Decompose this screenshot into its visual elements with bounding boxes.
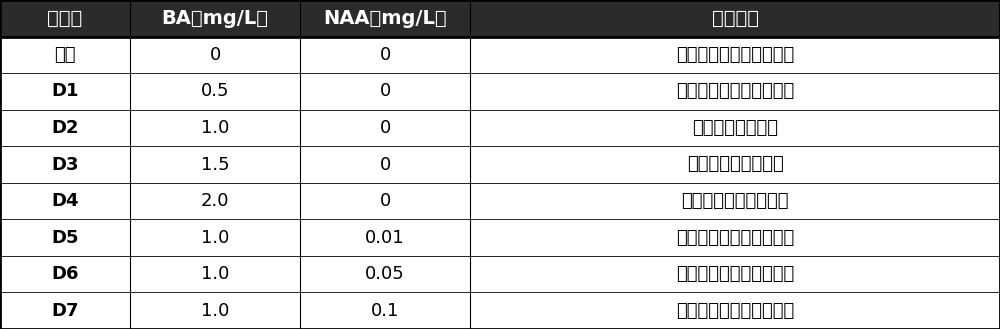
Text: 0: 0 bbox=[379, 192, 391, 210]
Text: 植株生长正常，增植较快: 植株生长正常，增植较快 bbox=[676, 265, 794, 283]
Text: 0: 0 bbox=[379, 82, 391, 100]
Text: 空白: 空白 bbox=[54, 46, 76, 64]
Text: 0.5: 0.5 bbox=[201, 82, 229, 100]
Text: BA（mg/L）: BA（mg/L） bbox=[162, 9, 268, 28]
Text: D5: D5 bbox=[51, 229, 79, 247]
Text: D3: D3 bbox=[51, 156, 79, 173]
Text: 1.0: 1.0 bbox=[201, 265, 229, 283]
Text: 生长状况: 生长状况 bbox=[712, 9, 759, 28]
Bar bbox=[0, 219, 1000, 256]
Text: D1: D1 bbox=[51, 82, 79, 100]
Text: 0: 0 bbox=[379, 156, 391, 173]
Text: 叶片正常，但生长慢: 叶片正常，但生长慢 bbox=[687, 156, 783, 173]
Bar bbox=[0, 183, 1000, 219]
Bar bbox=[0, 256, 1000, 292]
Text: 1.5: 1.5 bbox=[201, 156, 229, 173]
Text: 培养基: 培养基 bbox=[47, 9, 83, 28]
Text: 0.1: 0.1 bbox=[371, 302, 399, 320]
Text: 1.0: 1.0 bbox=[201, 119, 229, 137]
Text: 0: 0 bbox=[379, 119, 391, 137]
Text: 0.01: 0.01 bbox=[365, 229, 405, 247]
Text: 植株生长缓慢，植株较弱: 植株生长缓慢，植株较弱 bbox=[676, 229, 794, 247]
Text: D2: D2 bbox=[51, 119, 79, 137]
Text: 0: 0 bbox=[209, 46, 221, 64]
Text: 2.0: 2.0 bbox=[201, 192, 229, 210]
Text: 0: 0 bbox=[379, 46, 391, 64]
Text: D4: D4 bbox=[51, 192, 79, 210]
Text: NAA（mg/L）: NAA（mg/L） bbox=[323, 9, 447, 28]
Bar bbox=[0, 0, 1000, 37]
Text: 叶片变黄，植株生长慢: 叶片变黄，植株生长慢 bbox=[681, 192, 789, 210]
Text: 植株生长停滞，叶片变黄: 植株生长停滞，叶片变黄 bbox=[676, 302, 794, 320]
Text: D7: D7 bbox=[51, 302, 79, 320]
Bar bbox=[0, 73, 1000, 110]
Text: 0.05: 0.05 bbox=[365, 265, 405, 283]
Text: 1.0: 1.0 bbox=[201, 302, 229, 320]
Text: D6: D6 bbox=[51, 265, 79, 283]
Bar bbox=[0, 37, 1000, 73]
Text: 植株生长缓慢，叶片黄化: 植株生长缓慢，叶片黄化 bbox=[676, 82, 794, 100]
Text: 1.0: 1.0 bbox=[201, 229, 229, 247]
Bar bbox=[0, 146, 1000, 183]
Text: 植株健壮，生长快: 植株健壮，生长快 bbox=[692, 119, 778, 137]
Text: 叶片变黄，植株停止生长: 叶片变黄，植株停止生长 bbox=[676, 46, 794, 64]
Bar bbox=[0, 110, 1000, 146]
Bar bbox=[0, 292, 1000, 329]
